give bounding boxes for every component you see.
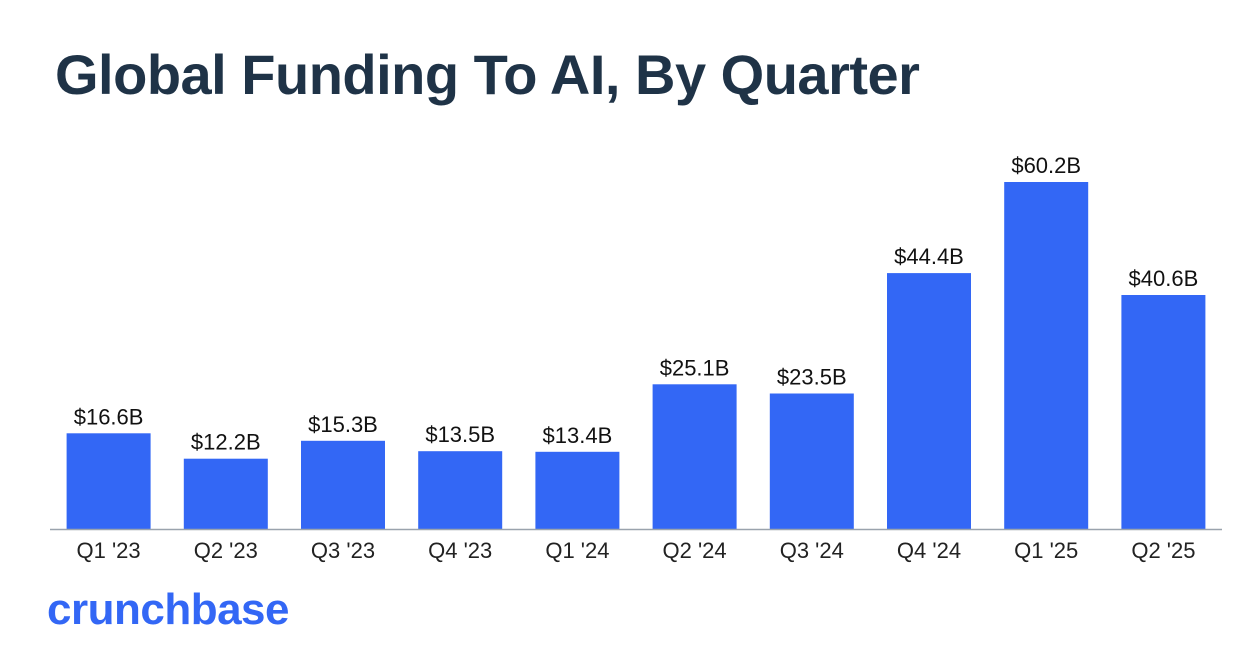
bar-value-label: $16.6B (74, 404, 144, 429)
bar-value-label: $15.3B (308, 412, 378, 437)
x-tick-label: Q2 '24 (663, 538, 727, 563)
bar-0 (66, 433, 151, 529)
x-tick-label: Q1 '24 (545, 538, 609, 563)
chart-title: Global Funding To AI, By Quarter (55, 43, 920, 106)
x-tick-label: Q3 '23 (311, 538, 375, 563)
bar-value-label: $25.1B (660, 355, 730, 380)
bars-group (66, 182, 1206, 529)
x-tick-label: Q4 '24 (897, 538, 961, 563)
bar-1 (183, 458, 268, 529)
bar-value-label: $40.6B (1129, 266, 1199, 291)
bar-5 (652, 384, 737, 529)
bar-4 (535, 451, 620, 529)
x-tick-label: Q1 '25 (1014, 538, 1078, 563)
bar-6 (769, 393, 854, 529)
bar-8 (1004, 182, 1089, 529)
bar-3 (418, 451, 503, 529)
bar-value-label: $23.5B (777, 365, 847, 390)
x-tick-label: Q2 '25 (1131, 538, 1195, 563)
x-tick-labels-group: Q1 '23 Q2 '23 Q3 '23 Q4 '23 Q1 '24 Q2 '24 Q3 '… (77, 538, 1196, 563)
bar-value-label: $13.4B (543, 423, 613, 448)
bar-9 (1121, 295, 1206, 529)
bar-value-label: $13.5B (425, 422, 495, 447)
bar-2 (301, 440, 385, 529)
crunchbase-logo: crunchbase (47, 585, 289, 634)
bar-value-label: $60.2B (1011, 153, 1081, 178)
x-tick-label: Q1 '23 (77, 538, 141, 563)
x-tick-label: Q3 '24 (780, 538, 844, 563)
x-tick-label: Q2 '23 (194, 538, 258, 563)
bar-labels-group: $16.6B $12.2B $15.3B $13.5B $13.4B $25.1B $23.… (74, 153, 1199, 455)
bar-value-label: $44.4B (894, 244, 964, 269)
bar-7 (887, 273, 971, 529)
bar-value-label: $12.2B (191, 430, 261, 455)
x-tick-label: Q4 '23 (428, 538, 492, 563)
